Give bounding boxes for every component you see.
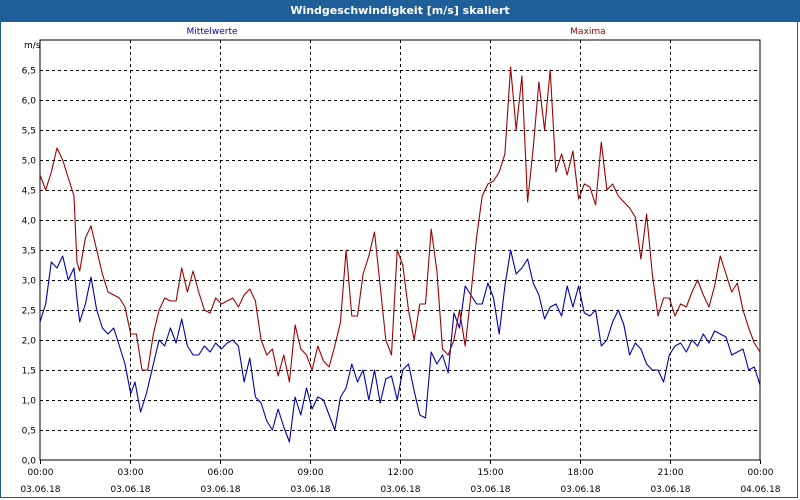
x-tick-time: 03:00: [118, 468, 144, 478]
x-tick-time: 00:00: [28, 468, 54, 478]
y-tick-label: 6,0: [22, 97, 37, 107]
y-tick-label: 4,0: [22, 217, 37, 227]
grid-layer: [40, 40, 760, 460]
y-tick-label: 5,5: [22, 127, 36, 137]
x-tick-date: 03.06.18: [20, 485, 60, 495]
legend-max: Maxima: [570, 27, 605, 37]
chart-window-title: Windgeschwindigkeit [m/s] skaliert: [0, 0, 800, 22]
y-axis-unit-label: m/s: [24, 41, 41, 51]
x-tick-date: 03.06.18: [470, 485, 510, 495]
y-tick-label: 2,0: [22, 337, 37, 347]
x-tick-time: 18:00: [568, 468, 594, 478]
chart-frame: [0, 22, 798, 498]
x-tick-time: 21:00: [658, 468, 684, 478]
y-tick-label: 1,5: [22, 367, 36, 377]
x-tick-time: 15:00: [478, 468, 504, 478]
x-tick-time: 12:00: [388, 468, 414, 478]
y-tick-label: 3,5: [22, 247, 36, 257]
y-tick-label: 1,0: [22, 397, 37, 407]
series-line-mittelwerte: [39, 249, 761, 443]
x-tick-date: 03.06.18: [560, 485, 600, 495]
x-tick-date: 03.06.18: [290, 485, 330, 495]
series-layer: [39, 66, 761, 443]
x-tick-time: 00:00: [748, 468, 774, 478]
x-tick-date: 03.06.18: [110, 485, 150, 495]
x-tick-date: 03.06.18: [200, 485, 240, 495]
x-tick-date: 03.06.18: [650, 485, 690, 495]
x-tick-time: 09:00: [298, 468, 324, 478]
axes-layer: 0,0 0,5 1,0 1,5 2,0 2,5 3,0 3,5 4,0 4,5 5,0 5,5 6,0 6…: [20, 39, 781, 495]
y-tick-label: 3,0: [22, 277, 37, 287]
y-tick-label: 5,0: [22, 157, 37, 167]
x-tick-date: 04.06.18: [740, 485, 780, 495]
x-tick-time: 06:00: [208, 468, 234, 478]
y-tick-label: 4,5: [22, 187, 36, 197]
y-tick-label: 0,0: [22, 457, 37, 467]
y-tick-label: 6,5: [22, 67, 36, 77]
series-line-maxima: [39, 66, 761, 383]
y-tick-label: 2,5: [22, 307, 36, 317]
legend-mean: Mittelwerte: [186, 27, 237, 37]
x-tick-date: 03.06.18: [380, 485, 420, 495]
y-tick-label: 0,5: [22, 427, 36, 437]
